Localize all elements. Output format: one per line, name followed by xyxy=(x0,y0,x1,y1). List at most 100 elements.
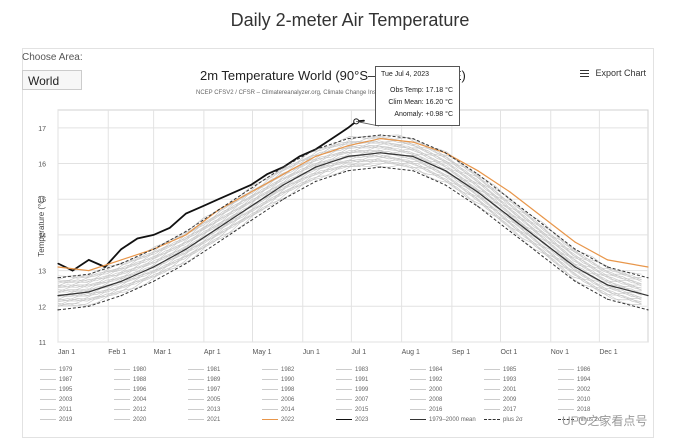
legend-item[interactable]: 2001 xyxy=(484,387,558,397)
area-select[interactable]: World xyxy=(22,70,82,90)
legend-item[interactable]: 2002 xyxy=(558,387,632,397)
legend-item[interactable]: 2012 xyxy=(114,407,188,417)
legend-label: 2018 xyxy=(577,407,591,413)
legend-item[interactable]: 1985 xyxy=(484,367,558,377)
legend-swatch xyxy=(410,388,426,390)
export-chart-button[interactable]: Export Chart xyxy=(580,68,646,79)
legend-swatch xyxy=(188,398,204,400)
data-point xyxy=(444,184,446,186)
legend-item[interactable]: 1994 xyxy=(558,377,632,387)
legend-swatch xyxy=(484,398,500,400)
data-point xyxy=(153,234,155,236)
legend-item[interactable]: 2010 xyxy=(558,397,632,407)
legend-item[interactable]: 1979–2000 mean xyxy=(410,417,484,427)
legend-item[interactable]: 1989 xyxy=(188,377,262,387)
legend-item[interactable]: 1980 xyxy=(114,367,188,377)
legend-item[interactable]: 2019 xyxy=(40,417,114,427)
background-year-line xyxy=(57,135,642,284)
legend-item[interactable]: 2021 xyxy=(188,417,262,427)
legend-item[interactable]: 2014 xyxy=(262,407,336,417)
legend-item[interactable]: 1995 xyxy=(40,387,114,397)
data-point xyxy=(347,145,349,147)
data-point xyxy=(88,305,90,307)
legend-item[interactable]: 2007 xyxy=(336,397,410,407)
legend-label: 2011 xyxy=(59,407,72,413)
data-point xyxy=(185,262,187,265)
legend-item[interactable]: plus 2σ xyxy=(484,417,558,427)
data-point xyxy=(201,205,203,207)
data-point xyxy=(574,266,576,268)
data-point xyxy=(412,138,414,140)
legend-item[interactable]: 2018 xyxy=(558,407,632,417)
legend-item[interactable]: 2020 xyxy=(114,417,188,427)
legend-swatch xyxy=(188,368,204,370)
legend-item[interactable]: 1993 xyxy=(484,377,558,387)
legend-item[interactable]: 2017 xyxy=(484,407,558,417)
data-point xyxy=(217,198,220,200)
legend-swatch xyxy=(40,408,56,410)
legend-swatch xyxy=(484,378,500,380)
legend-item[interactable]: 1998 xyxy=(262,387,336,397)
legend-item[interactable]: 1991 xyxy=(336,377,410,387)
legend-label: 2008 xyxy=(429,397,443,403)
legend-swatch xyxy=(558,368,574,370)
legend-item[interactable]: 2009 xyxy=(484,397,558,407)
legend-item[interactable]: 2016 xyxy=(410,407,484,417)
legend-item[interactable]: 2022 xyxy=(262,417,336,427)
background-year-line xyxy=(57,140,642,288)
legend-swatch xyxy=(40,388,56,390)
legend-item[interactable]: 1982 xyxy=(262,367,336,377)
legend-item[interactable]: 1979 xyxy=(40,367,114,377)
x-tick-label: Mar 1 xyxy=(154,349,172,356)
data-point xyxy=(509,216,511,218)
legend-item[interactable]: minus 2σ xyxy=(558,417,632,427)
legend-swatch xyxy=(558,378,574,380)
background-year-line xyxy=(57,145,642,288)
legend-item[interactable]: 2013 xyxy=(188,407,262,417)
legend-item[interactable]: 2008 xyxy=(410,397,484,407)
legend-label: 1999 xyxy=(355,387,369,393)
legend-item[interactable]: 2005 xyxy=(188,397,262,407)
legend-label: 1990 xyxy=(281,377,295,383)
data-point xyxy=(339,132,341,134)
x-tick-label: Jun 1 xyxy=(303,349,320,356)
legend-item[interactable]: 1997 xyxy=(188,387,262,397)
legend-swatch xyxy=(336,398,352,400)
legend-item[interactable]: 1981 xyxy=(188,367,262,377)
legend-item[interactable]: 2003 xyxy=(40,397,114,407)
legend-swatch xyxy=(558,408,574,410)
legend-item[interactable]: 1992 xyxy=(410,377,484,387)
legend-swatch xyxy=(336,418,352,420)
y-tick-label: 11 xyxy=(39,340,46,347)
x-tick-label: Feb 1 xyxy=(108,349,126,356)
legend-label: 1979–2000 mean xyxy=(429,417,476,423)
legend-swatch xyxy=(262,398,278,400)
legend-item[interactable]: 2004 xyxy=(114,397,188,407)
export-chart-label: Export Chart xyxy=(595,68,647,78)
legend-item[interactable]: 1984 xyxy=(410,367,484,377)
y-tick-label: 12 xyxy=(38,304,46,311)
legend-label: 1986 xyxy=(577,367,591,373)
legend-item[interactable]: 1990 xyxy=(262,377,336,387)
data-point xyxy=(380,166,382,168)
data-point xyxy=(104,266,106,268)
legend-item[interactable]: 1999 xyxy=(336,387,410,397)
legend-item[interactable]: 2011 xyxy=(40,407,114,417)
legend-label: 1995 xyxy=(59,387,73,393)
legend-swatch xyxy=(484,418,500,420)
y-axis-label: Temperature (°C) xyxy=(37,195,46,257)
legend-swatch xyxy=(410,368,426,370)
legend-item[interactable]: 1986 xyxy=(558,367,632,377)
data-point xyxy=(217,241,220,243)
legend-item[interactable]: 1996 xyxy=(114,387,188,397)
legend-swatch xyxy=(262,378,278,380)
legend-item[interactable]: 1988 xyxy=(114,377,188,387)
legend-item[interactable]: 2006 xyxy=(262,397,336,407)
legend-item[interactable]: 2015 xyxy=(336,407,410,417)
legend-item[interactable]: 2023 xyxy=(336,417,410,427)
legend-item[interactable]: 1983 xyxy=(336,367,410,377)
legend-item[interactable]: 1987 xyxy=(40,377,114,387)
data-point xyxy=(574,241,576,243)
legend-label: 1996 xyxy=(133,387,147,393)
legend-item[interactable]: 2000 xyxy=(410,387,484,397)
